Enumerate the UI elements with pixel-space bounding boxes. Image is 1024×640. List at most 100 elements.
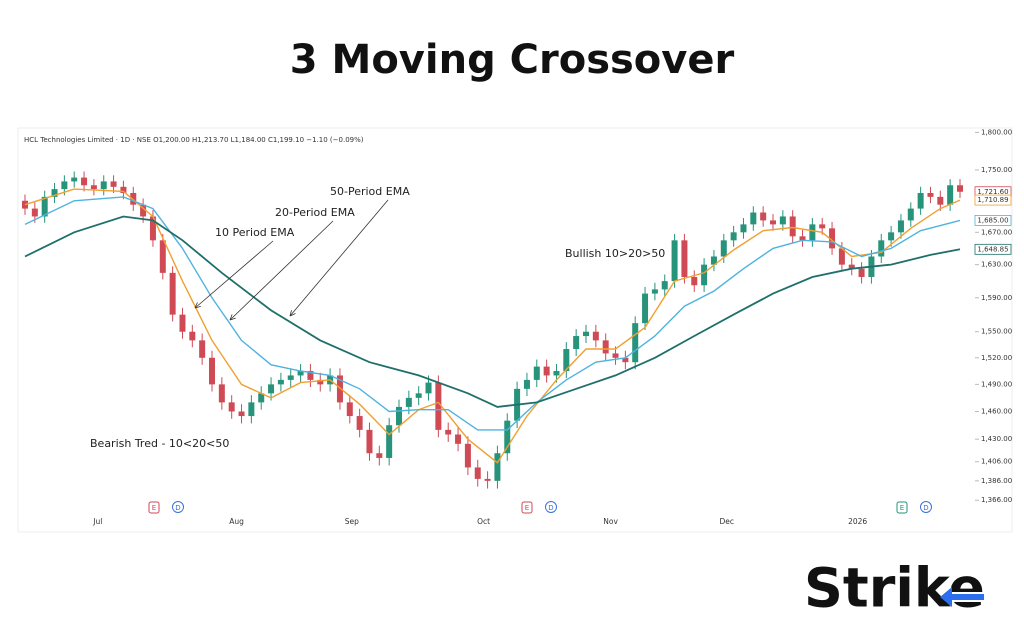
x-tick-label: Sep [345,517,359,526]
candle-body [435,382,442,430]
ema-line [24,196,961,431]
candle-body [149,216,156,241]
candle-body [809,224,816,241]
candle-body [179,314,186,332]
event-label: E [152,504,156,512]
candle-body [140,204,147,217]
event-label: D [175,504,180,512]
annotation: Bullish 10>20>50 [565,247,665,260]
y-tick-label: 1,406.00 [981,458,1012,466]
x-tick-label: Jul [92,517,102,526]
candle-body [317,379,324,385]
candle-body [632,323,639,363]
candle-body [789,216,796,237]
candle-body [957,185,963,192]
candle-body [61,181,68,190]
candle-body [523,379,530,389]
y-tick-label: 1,670.00 [981,228,1012,236]
candle-body [710,256,717,265]
arrow-head [194,302,201,309]
candle-body [701,264,708,286]
ema-name-label: 10 Period EMA [215,226,295,239]
y-tick-label: 1,550.00 [981,328,1012,336]
candle-body [888,232,895,241]
candle-body [622,357,629,363]
candle-body [770,220,776,225]
event-marker [545,501,557,513]
chart-header: HCL Technologies Limited · 1D · NSE O1,2… [24,136,364,144]
candle-body [799,236,806,241]
candle-body [848,264,855,269]
event-label: E [525,504,529,512]
candle-body [907,208,914,221]
candle-body [297,371,304,376]
candle-body [248,402,255,417]
candle-body [494,453,501,481]
candle-body [130,192,137,205]
candle-body [464,443,471,468]
event-marker [896,501,908,514]
event-label: E [900,504,904,512]
price-tag [974,194,1012,206]
candle-body [51,189,58,197]
candle-body [661,281,668,290]
candle-body [120,186,127,193]
candle-body [878,240,885,257]
chart: 1,800.00 1,750.00 1,670.00 1,630.00 1,590.00… [22,128,1012,526]
candle-body [277,379,284,385]
candle-body [425,382,432,394]
x-tick-label: Dec [719,517,734,526]
candle-body [858,268,865,277]
candle-body [405,397,412,407]
candle-body [730,232,737,241]
candle-body [415,393,422,398]
candle-body [927,192,934,197]
event-marker [521,501,533,514]
y-tick-label: 1,490.00 [981,380,1012,388]
candle-body [504,420,511,454]
candle-body [199,340,206,358]
x-tick-label: Oct [477,517,490,526]
candle-body [750,212,757,225]
candle-body [543,366,550,376]
candle-body [81,177,88,186]
logo-arrow [940,587,984,607]
logo: Strike [804,557,985,620]
x-tick-label: Nov [603,517,618,526]
candle-body [228,402,235,412]
y-tick-label: 1,630.00 [981,261,1012,269]
event-label: D [548,504,553,512]
candle-body [838,248,845,265]
candle-body [720,240,727,257]
candle-body [612,353,619,358]
event-marker [172,501,184,513]
price-tag-label: 1,721.60 [977,188,1008,196]
y-tick-label: 1,800.00 [981,128,1012,136]
candle-body [238,411,245,417]
candle-body [287,375,294,380]
y-tick-label: 1,460.00 [981,407,1012,415]
candle-body [671,240,678,282]
candle-body [484,478,491,481]
price-tag-label: 1,685.00 [977,216,1008,224]
candle-body [189,331,196,341]
candle-body [307,371,314,380]
candle-body [169,272,176,315]
candle-body [346,402,353,417]
candle-body [386,425,393,458]
arrow-head [229,314,236,321]
candle-body [592,331,599,341]
candle-body [455,434,462,444]
candle-body [937,196,944,205]
candle-body [819,224,826,229]
y-tick-label: 1,750.00 [981,166,1012,174]
candle-body [90,185,97,190]
y-tick-label: 1,590.00 [981,294,1012,302]
candle-body [218,384,225,403]
candle-body [258,393,265,403]
y-tick-label: 1,430.00 [981,435,1012,443]
y-tick-label: 1,386.00 [981,477,1012,485]
arrow-head [289,310,296,317]
candle-body [553,371,560,376]
